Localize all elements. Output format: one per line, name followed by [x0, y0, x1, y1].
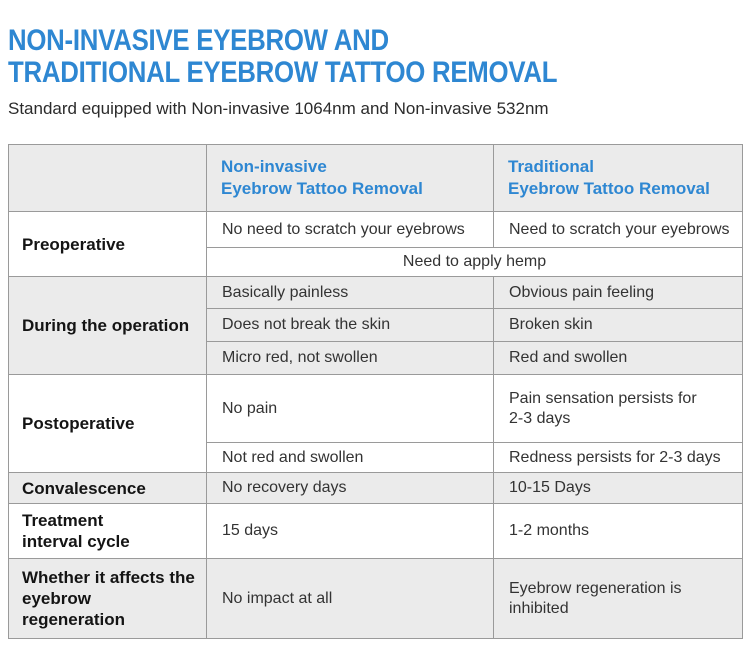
row-label-eyebrow-regeneration: Whether it affects the eyebrow regenerat… [8, 558, 207, 639]
cell-postoperative-2-noninvasive: Not red and swollen [206, 442, 494, 473]
cell-treatment-traditional: 1-2 months [493, 503, 743, 559]
cell-convalescence-noninvasive: No recovery days [206, 472, 494, 504]
cell-preoperative-merged-hemp: Need to apply hemp [206, 247, 743, 277]
page-title-line-2: TRADITIONAL EYEBROW TATTOO REMOVAL [8, 56, 558, 89]
cell-treatment-noninvasive: 15 days [206, 503, 494, 559]
cell-convalescence-traditional: 10-15 Days [493, 472, 743, 504]
column-header-noninvasive: Non-invasive Eyebrow Tattoo Removal [206, 144, 494, 212]
page-title: NON-INVASIVE EYEBROW AND TRADITIONAL EYE… [8, 25, 639, 89]
cell-during-2-traditional: Broken skin [493, 308, 743, 342]
row-label-convalescence: Convalescence [8, 472, 207, 504]
cell-postoperative-1-noninvasive: No pain [206, 374, 494, 443]
row-label-during-operation: During the operation [8, 276, 207, 375]
cell-preoperative-noninvasive: No need to scratch your eyebrows [206, 211, 494, 248]
cell-during-3-noninvasive: Micro red, not swollen [206, 341, 494, 375]
row-label-postoperative: Postoperative [8, 374, 207, 473]
row-label-treatment-interval: Treatment interval cycle [8, 503, 207, 559]
cell-during-2-noninvasive: Does not break the skin [206, 308, 494, 342]
cell-regeneration-noninvasive: No impact at all [206, 558, 494, 639]
page-title-line-1: NON-INVASIVE EYEBROW AND [8, 24, 389, 57]
page-subtitle: Standard equipped with Non-invasive 1064… [8, 99, 549, 118]
cell-during-3-traditional: Red and swollen [493, 341, 743, 375]
cell-regeneration-traditional: Eyebrow regeneration is inhibited [493, 558, 743, 639]
cell-postoperative-1-traditional: Pain sensation persists for 2-3 days [493, 374, 743, 443]
cell-during-1-traditional: Obvious pain feeling [493, 276, 743, 309]
cell-postoperative-2-traditional: Redness persists for 2-3 days [493, 442, 743, 473]
column-header-traditional: Traditional Eyebrow Tattoo Removal [493, 144, 743, 212]
cell-during-1-noninvasive: Basically painless [206, 276, 494, 309]
comparison-table: Non-invasive Eyebrow Tattoo Removal Trad… [8, 144, 743, 639]
row-label-preoperative: Preoperative [8, 211, 207, 277]
corner-cell [8, 144, 207, 212]
cell-preoperative-traditional: Need to scratch your eyebrows [493, 211, 743, 248]
